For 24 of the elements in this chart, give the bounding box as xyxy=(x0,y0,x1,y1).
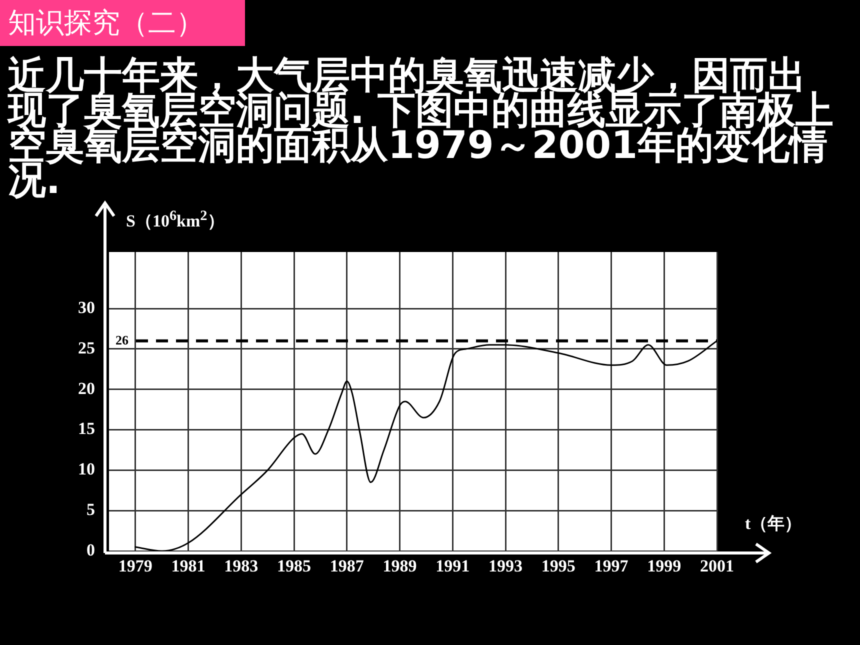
chart-subtitle: 近几十年来，大气层中的臭氧迅速减少，因而出现了臭氧层空洞问题. 下图中的曲线显示了南极上空臭氧层空洞的面积从1979～2001年的变化情况. xyxy=(8,53,835,202)
x-tick-label: 1993 xyxy=(488,556,523,576)
x-tick-label: 1983 xyxy=(224,556,258,576)
y-tick-label: 0 xyxy=(86,540,95,560)
ref-line-label: 26 xyxy=(116,332,129,348)
x-axis-title: t（年） xyxy=(745,513,802,535)
x-tick-label: 1979 xyxy=(118,556,152,576)
x-tick-label: 1981 xyxy=(171,556,206,576)
x-tick-label: 1987 xyxy=(330,556,364,576)
y-tick-label: 10 xyxy=(78,460,95,479)
x-tick-label: 2001 xyxy=(700,556,734,576)
y-tick-label: 15 xyxy=(78,419,95,438)
x-tick-label: 1991 xyxy=(436,556,470,576)
chart-title: 知识探究（二） xyxy=(0,0,245,46)
x-tick-label: 1985 xyxy=(277,556,312,576)
y-tick-label: 30 xyxy=(78,298,95,317)
y-tick-label: 20 xyxy=(78,378,95,398)
x-tick-label: 1997 xyxy=(594,556,629,576)
x-tick-label: 1989 xyxy=(382,556,417,576)
y-tick-label: 5 xyxy=(86,500,95,519)
x-tick-label: 1995 xyxy=(541,556,576,576)
y-tick-label: 25 xyxy=(78,338,95,358)
x-tick-label: 1999 xyxy=(647,556,682,576)
y-axis-title: S（10$^{6}$km$^{2}$） xyxy=(126,208,224,233)
